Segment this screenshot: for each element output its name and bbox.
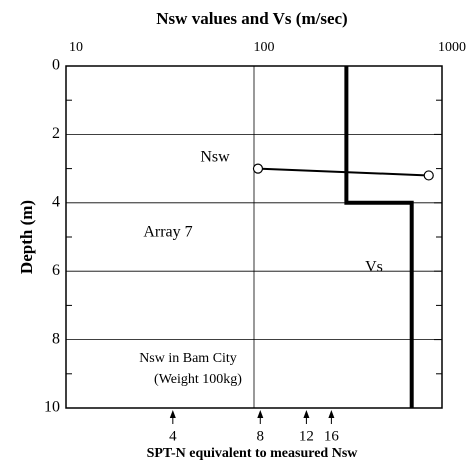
- series-line: [344, 66, 414, 408]
- plot-frame: [65, 65, 443, 409]
- series-label: Nsw: [200, 149, 230, 166]
- x-tick-label: 10: [69, 40, 83, 55]
- y-tick-label: 4: [52, 193, 60, 210]
- annotation: Array 7: [143, 224, 192, 241]
- spt-arrow-head: [169, 410, 176, 418]
- x-axis-label: SPT-N equivalent to measured Nsw: [147, 446, 359, 461]
- annotation: (Weight 100kg): [154, 372, 242, 387]
- point: [423, 170, 434, 181]
- series-line: [257, 167, 429, 177]
- spt-arrow-head: [257, 410, 264, 418]
- spt-arrow-head: [303, 410, 310, 418]
- y-axis-label: Depth (m): [17, 200, 36, 274]
- y-tick-label: 6: [52, 262, 60, 279]
- x2-tick-label: 16: [324, 428, 340, 444]
- spt-arrow-head: [328, 410, 335, 418]
- x2-tick-label: 8: [257, 428, 265, 444]
- chart-title: Nsw values and Vs (m/sec): [156, 9, 347, 28]
- x2-tick-label: 4: [169, 428, 177, 444]
- series-label: Vs: [365, 259, 383, 276]
- y-tick-label: 8: [52, 330, 60, 347]
- y-tick-label: 2: [52, 125, 60, 142]
- x-tick-label: 1000: [438, 40, 466, 55]
- y-tick-label: 0: [52, 57, 60, 74]
- point: [252, 163, 264, 174]
- annotation: Nsw in Bam City: [139, 351, 237, 366]
- x-tick-label: 100: [254, 40, 275, 55]
- y-tick-label: 10: [44, 399, 60, 416]
- x2-tick-label: 12: [299, 428, 314, 444]
